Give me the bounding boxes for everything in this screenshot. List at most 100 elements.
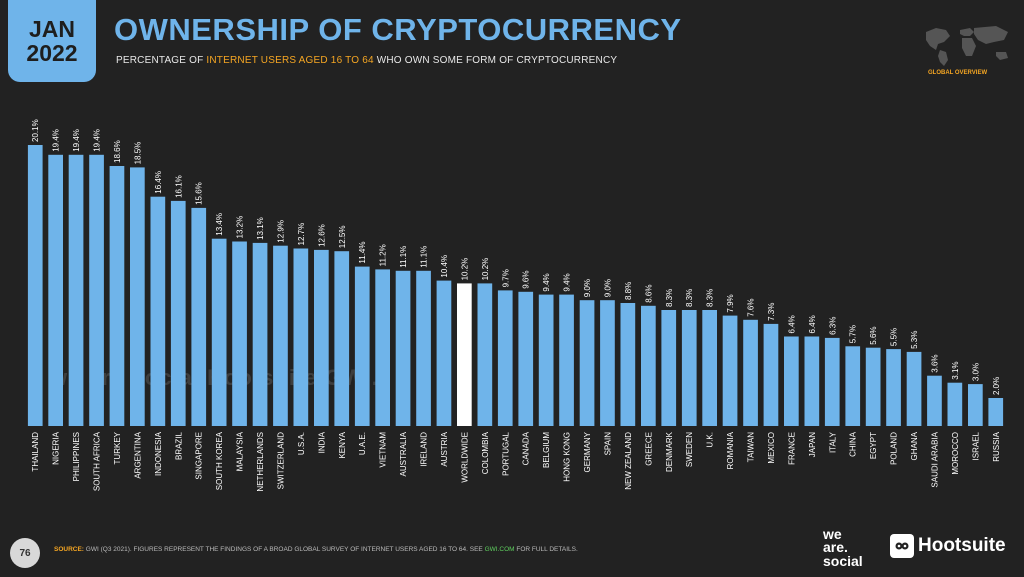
value-label: 6.3% [828,317,837,335]
source-tail: FOR FULL DETAILS. [514,546,578,553]
value-label: 12.5% [338,226,347,249]
category-label: SWEDEN [685,432,694,467]
category-label: U.K. [706,432,715,448]
bar-new-zealand [620,303,636,426]
value-label: 18.5% [133,142,142,165]
bar-morocco [947,382,963,426]
bar-portugal [497,290,513,426]
subtitle-post: WHO OWN SOME FORM OF CRYPTOCURRENCY [373,55,618,66]
category-label: JAPAN [808,432,817,457]
bar-sweden [681,310,697,426]
bar-austria [436,280,452,426]
value-label: 10.4% [440,255,449,278]
bar-israel [968,384,983,426]
value-label: 8.8% [624,282,633,300]
value-label: 5.6% [869,326,878,344]
bar-australia [395,270,411,426]
value-label: 6.4% [808,315,817,333]
value-label: 9.4% [563,273,572,291]
category-label: SPAIN [604,432,613,456]
category-label: NETHERLANDS [256,432,265,492]
category-label: MALAYSIA [236,431,245,471]
category-label: GHANA [910,431,919,460]
bar-chart: 20.1% THAILAND 19.4% NIGERIA 19.4% PHILIPPINE… [27,119,1004,492]
category-label: GREECE [644,432,653,466]
bar-thailand [27,145,43,426]
global-overview-label: GLOBAL OVERVIEW [928,70,988,76]
bar-malaysia [232,241,247,426]
category-label: INDIA [317,431,326,453]
category-label: KENYA [338,431,347,458]
category-label: VIETNAM [379,432,388,468]
hootsuite-logo: Hootsuite [890,534,1006,558]
date-month: JAN [28,15,75,42]
value-label: 12.7% [297,223,306,246]
bar-china [845,346,861,426]
bar-saudi-arabia [927,375,942,426]
category-label: AUSTRALIA [399,431,408,476]
category-label: U.S.A. [297,432,306,455]
category-label: ROMANIA [726,431,735,469]
category-label: TAIWAN [747,432,756,462]
subtitle-pre: PERCENTAGE OF [116,55,207,66]
category-label: FRANCE [787,432,796,465]
value-label: 8.3% [665,289,674,307]
bar-ireland [416,270,431,426]
subtitle-highlight: INTERNET USERS AGED 16 TO 64 [206,55,374,66]
value-label: 8.6% [644,285,653,303]
bar-egypt [865,347,881,426]
bar-japan [804,336,820,426]
category-label: POLAND [890,432,899,465]
bar-u-k [702,310,717,426]
category-label: U.A.E. [358,432,367,455]
date-badge: JAN 2022 [8,0,96,82]
bar-brazil [170,200,186,426]
value-label: 13.2% [236,216,245,239]
bar-singapore [191,207,207,426]
category-label: TURKEY [113,431,122,464]
bar-u-a-e [354,266,370,426]
category-label: EGYPT [869,432,878,459]
value-label: 20.1% [31,119,40,142]
category-label: MOROCCO [951,432,960,475]
bar-india [314,249,329,426]
category-label: ITALY [828,431,837,453]
owl-icon [890,534,914,558]
bar-netherlands [252,242,268,426]
category-label: SAUDI ARABIA [931,431,940,487]
bar-indonesia [150,196,166,426]
value-label: 10.2% [481,258,490,281]
value-label: 2.0% [992,377,1001,395]
value-label: 10.2% [460,258,469,281]
page-title: OWNERSHIP OF CRYPTOCURRENCY [114,12,682,47]
brand-line-2: are. [823,539,848,556]
value-label: 7.3% [767,303,776,321]
value-label: 19.4% [52,129,61,152]
we-are-social-logo: we are. social [823,527,863,568]
category-label: WORLDWIDE [460,432,469,483]
value-label: 12.6% [317,224,326,247]
source-note: SOURCE: GWI (Q3 2021). FIGURES REPRESENT… [54,546,578,553]
source-link[interactable]: GWI.COM [484,546,515,553]
value-label: 9.4% [542,273,551,291]
value-label: 13.1% [256,217,265,240]
bar-worldwide [457,283,472,426]
category-label: RUSSIA [992,431,1001,461]
category-label: BELGIUM [542,432,551,468]
bar-spain [600,300,615,426]
category-label: SOUTH KOREA [215,431,224,490]
category-label: ISRAEL [971,431,980,460]
bar-kenya [334,251,350,426]
bar-switzerland [273,245,288,426]
value-label: 5.3% [910,331,919,349]
category-label: PORTUGAL [501,431,510,475]
value-label: 11.4% [358,242,367,264]
category-label: HONG KONG [563,432,572,482]
bar-taiwan [743,319,758,426]
value-label: 8.3% [685,289,694,307]
bar-south-korea [211,238,227,426]
bar-russia [988,398,1004,426]
category-label: NIGERIA [52,431,61,465]
category-label: COLOMBIA [481,431,490,474]
page-number: 76 [10,538,40,568]
